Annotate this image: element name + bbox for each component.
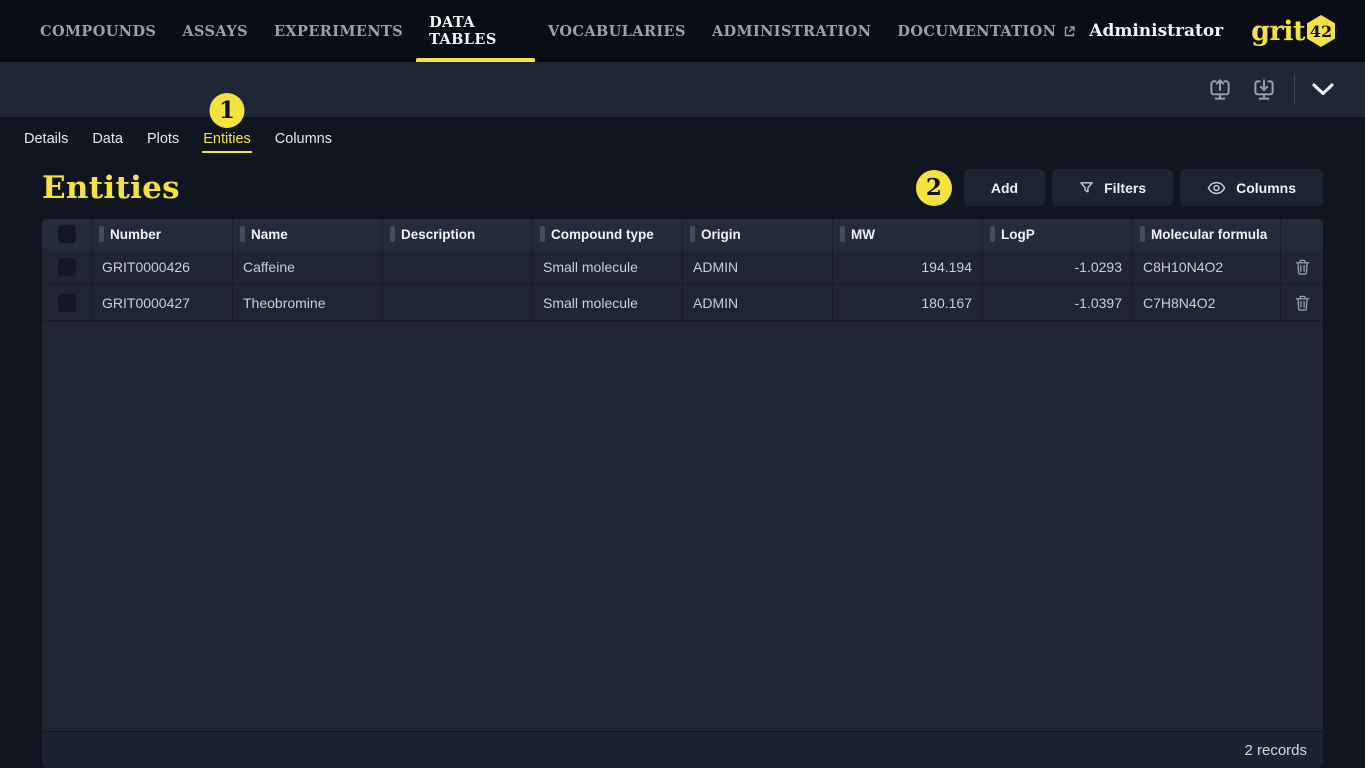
add-button[interactable]: Add <box>963 169 1046 206</box>
grit42-logo[interactable]: grit 42 <box>1251 15 1335 47</box>
logo-text: grit <box>1251 15 1305 47</box>
cell-name[interactable]: Caffeine <box>233 249 383 285</box>
tab-bar: Details Data Plots 1 Entities Columns <box>0 93 1365 161</box>
table-row[interactable]: GRIT0000426 Caffeine Small molecule ADMI… <box>42 249 1323 285</box>
page-title: Entities <box>42 169 180 206</box>
nav-item-compounds[interactable]: COMPOUNDS <box>40 22 157 40</box>
column-resize-handle[interactable] <box>540 226 545 242</box>
column-resize-handle[interactable] <box>990 226 995 242</box>
cell-logp[interactable]: -1.0397 <box>983 285 1133 321</box>
funnel-icon <box>1079 180 1094 195</box>
eye-icon <box>1207 181 1226 195</box>
column-resize-handle[interactable] <box>240 226 245 242</box>
column-header-number[interactable]: Number <box>92 219 233 249</box>
tab-plots[interactable]: Plots <box>146 131 180 147</box>
external-link-icon <box>1063 25 1076 38</box>
column-resize-handle[interactable] <box>840 226 845 242</box>
cell-number[interactable]: GRIT0000427 <box>92 285 233 321</box>
step-badge-2: 2 <box>915 169 952 206</box>
column-header-description[interactable]: Description <box>383 219 533 249</box>
top-navigation: COMPOUNDS ASSAYS EXPERIMENTS DATA TABLES… <box>0 0 1365 62</box>
column-header-origin[interactable]: Origin <box>683 219 833 249</box>
table-empty-area <box>42 321 1323 731</box>
column-header-compound-type[interactable]: Compound type <box>533 219 683 249</box>
filters-button[interactable]: Filters <box>1052 169 1174 206</box>
cell-number[interactable]: GRIT0000426 <box>92 249 233 285</box>
column-resize-handle[interactable] <box>390 226 395 242</box>
column-header-logp[interactable]: LogP <box>983 219 1133 249</box>
nav-item-experiments[interactable]: EXPERIMENTS <box>273 22 404 40</box>
column-header-name[interactable]: Name <box>233 219 383 249</box>
cell-origin[interactable]: ADMIN <box>683 285 833 321</box>
nav-item-documentation[interactable]: DOCUMENTATION <box>884 0 1089 62</box>
trash-icon <box>1295 295 1309 311</box>
column-header-mw[interactable]: MW <box>833 219 983 249</box>
cell-mw[interactable]: 180.167 <box>833 285 983 321</box>
table-footer: 2 records <box>42 731 1323 768</box>
select-all-checkbox[interactable] <box>57 225 76 243</box>
columns-button[interactable]: Columns <box>1180 169 1323 206</box>
nav-item-vocabularies[interactable]: VOCABULARIES <box>547 22 686 40</box>
row-checkbox[interactable] <box>57 293 76 312</box>
nav-item-assays[interactable]: ASSAYS <box>182 22 248 40</box>
tab-entities[interactable]: 1 Entities <box>191 93 263 158</box>
chevron-down-icon[interactable] <box>1311 77 1341 103</box>
tab-columns[interactable]: Columns <box>274 131 332 147</box>
column-resize-handle[interactable] <box>690 226 695 242</box>
user-menu[interactable]: Administrator <box>1089 21 1224 41</box>
cell-molecular-formula[interactable]: C8H10N4O2 <box>1133 249 1281 285</box>
topnav-right: Administrator grit 42 <box>1089 0 1365 62</box>
table-row[interactable]: GRIT0000427 Theobromine Small molecule A… <box>42 285 1323 321</box>
entities-table: Number Name Description Compound type Or… <box>42 219 1323 768</box>
column-resize-handle[interactable] <box>1140 226 1145 242</box>
step-badge-1: 1 <box>209 93 245 128</box>
cell-logp[interactable]: -1.0293 <box>983 249 1133 285</box>
table-header-row: Number Name Description Compound type Or… <box>42 219 1323 249</box>
cell-molecular-formula[interactable]: C7H8N4O2 <box>1133 285 1281 321</box>
cell-name[interactable]: Theobromine <box>233 285 383 321</box>
table-actions: 2 Add Filters Columns <box>915 169 1323 206</box>
cell-description[interactable] <box>383 249 533 285</box>
tab-data[interactable]: Data <box>92 131 123 147</box>
cell-origin[interactable]: ADMIN <box>683 249 833 285</box>
tab-details[interactable]: Details <box>24 131 69 147</box>
download-icon[interactable] <box>1250 77 1278 103</box>
secondary-toolbar <box>0 62 1365 117</box>
nav-item-data-tables[interactable]: DATA TABLES <box>416 0 535 62</box>
column-header-actions <box>1281 219 1323 249</box>
upload-icon[interactable] <box>1206 77 1234 103</box>
cell-description[interactable] <box>383 285 533 321</box>
column-resize-handle[interactable] <box>99 226 104 242</box>
delete-row-button[interactable] <box>1291 255 1314 279</box>
nav-item-administration[interactable]: ADMINISTRATION <box>711 22 872 40</box>
delete-row-button[interactable] <box>1291 291 1314 315</box>
select-all-cell <box>42 219 92 249</box>
cell-mw[interactable]: 194.194 <box>833 249 983 285</box>
column-header-molecular-formula[interactable]: Molecular formula <box>1133 219 1281 249</box>
cell-compound-type[interactable]: Small molecule <box>533 285 683 321</box>
content-header: Entities 2 Add Filters Columns <box>0 161 1365 219</box>
record-count: 2 records <box>1244 742 1307 759</box>
trash-icon <box>1295 259 1309 275</box>
cell-compound-type[interactable]: Small molecule <box>533 249 683 285</box>
logo-hexagon: 42 <box>1307 15 1335 47</box>
toolbar-divider <box>1294 74 1295 105</box>
row-checkbox[interactable] <box>57 257 76 276</box>
